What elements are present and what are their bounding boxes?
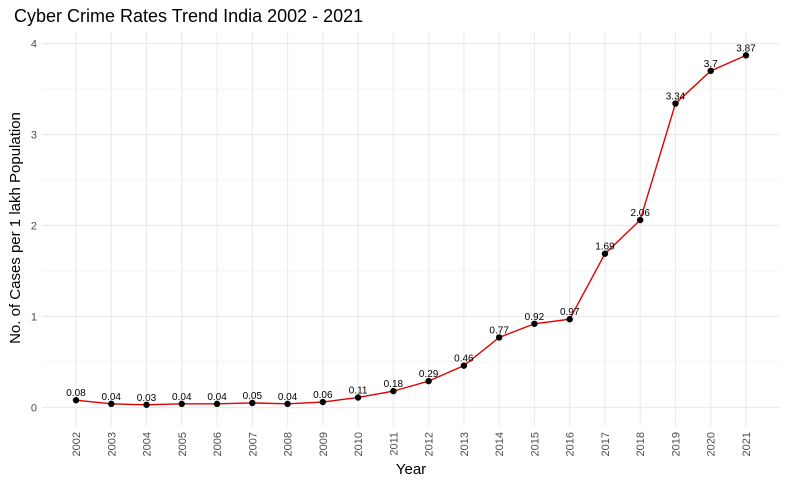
x-tick-label: 2013 [459,432,471,456]
data-label: 2.06 [630,208,650,219]
data-point [72,397,80,404]
x-axis-title: Year [396,461,426,478]
y-tick-label: 1 [31,312,37,324]
x-tick-label: 2009 [318,432,330,456]
chart-title: Cyber Crime Rates Trend India 2002 - 202… [14,6,363,26]
y-axis-ticks: 0 1 2 3 4 [31,39,37,415]
x-tick-label: 2006 [212,432,224,456]
data-label: 3.7 [704,59,718,70]
data-point [213,400,221,408]
y-axis-title: No. of Cases per 1 lakh Population [7,112,24,344]
x-tick-label: 2004 [142,432,154,456]
x-tick-label: 2010 [353,432,365,456]
y-tick-label: 3 [31,130,37,142]
series-line-group [75,54,747,406]
x-tick-label: 2017 [600,432,612,456]
data-label: 0.08 [66,388,86,399]
data-point [742,52,750,59]
data-label: 0.04 [278,392,298,403]
data-point [354,394,362,401]
x-tick-label: 2020 [706,432,718,456]
data-point [566,316,573,323]
data-label: 0.03 [137,393,157,404]
data-point [284,400,291,408]
x-tick-label: 2012 [424,432,436,456]
data-label: 0.92 [525,312,545,323]
data-label: 0.18 [384,379,404,390]
data-point [108,400,115,408]
y-tick-label: 4 [31,39,37,51]
x-tick-label: 2008 [283,432,295,456]
x-tick-label: 2016 [565,432,577,456]
data-label: 0.06 [313,390,333,401]
data-label: 0.05 [243,391,263,402]
x-tick-label: 2007 [247,432,259,456]
grid [42,32,780,426]
x-tick-label: 2003 [106,432,118,456]
data-point [672,100,679,107]
data-label: 0.04 [207,392,227,403]
data-point [531,320,538,327]
data-label: 0.11 [349,385,368,396]
data-label: 0.04 [102,392,122,403]
data-label: 0.29 [419,369,439,380]
data-label: 0.77 [489,325,509,336]
x-tick-label: 2015 [529,432,541,456]
data-point [249,399,256,407]
data-label: 1.69 [595,242,615,253]
y-tick-label: 2 [31,221,37,233]
series-line [75,54,747,406]
y-tick-label: 0 [31,403,37,415]
data-labels: 0.08 0.04 0.03 0.04 0.04 0.05 0.04 0.06 0.11 0.18… [66,43,756,403]
data-point [460,362,468,369]
x-tick-label: 2005 [177,432,189,456]
data-label: 0.46 [454,354,474,365]
data-point [425,377,432,385]
data-point [319,398,327,406]
data-point [178,400,185,408]
x-tick-label: 2021 [741,432,753,456]
data-label: 3.34 [666,92,686,103]
x-tick-label: 2002 [71,432,83,456]
data-label: 0.97 [560,307,580,318]
data-label: 3.87 [736,43,756,54]
data-points [72,52,750,408]
data-point [495,334,503,341]
x-tick-label: 2018 [635,432,647,456]
data-label: 0.04 [172,392,192,403]
data-point [637,216,644,224]
data-point [707,67,714,75]
x-tick-label: 2014 [494,432,506,456]
x-tick-label: 2011 [388,432,400,456]
data-point [601,250,609,257]
x-axis-ticks: 2002 2003 2004 2005 2006 2007 2008 2009 2010 2011… [71,432,753,456]
data-point [390,387,397,395]
x-tick-label: 2019 [670,432,682,456]
data-point [143,401,150,408]
